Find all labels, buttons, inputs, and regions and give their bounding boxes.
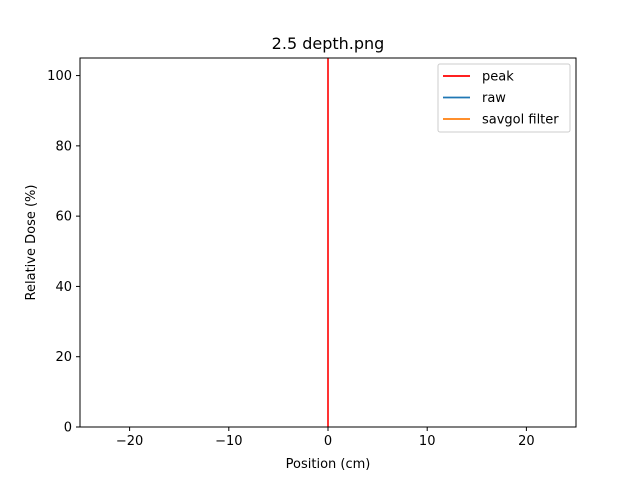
x-axis-label: Position (cm) (286, 457, 371, 472)
legend-label-raw: raw (482, 91, 506, 106)
x-tick-label: −10 (215, 434, 242, 449)
y-tick-label: 40 (55, 280, 72, 295)
y-tick-label: 60 (55, 210, 72, 225)
y-tick-label: 20 (55, 350, 72, 365)
legend-box (437, 63, 571, 133)
y-tick-label: 0 (64, 421, 72, 436)
legend: peak raw savgol filter (437, 63, 571, 133)
y-axis-ticks: 0 20 40 60 80 100 (47, 69, 80, 436)
chart-title: 2.5 depth.png (272, 34, 385, 53)
x-axis-ticks: −20 −10 0 10 20 (116, 427, 535, 449)
y-axis-label: Relative Dose (%) (24, 185, 39, 301)
legend-label-savgol-filter: savgol filter (482, 113, 559, 128)
x-tick-label: 0 (324, 434, 332, 449)
x-tick-label: 10 (419, 434, 436, 449)
x-tick-label: 20 (518, 434, 535, 449)
y-tick-label: 100 (47, 69, 72, 84)
legend-label-peak: peak (482, 70, 514, 85)
y-tick-label: 80 (55, 139, 72, 154)
x-tick-label: −20 (116, 434, 143, 449)
